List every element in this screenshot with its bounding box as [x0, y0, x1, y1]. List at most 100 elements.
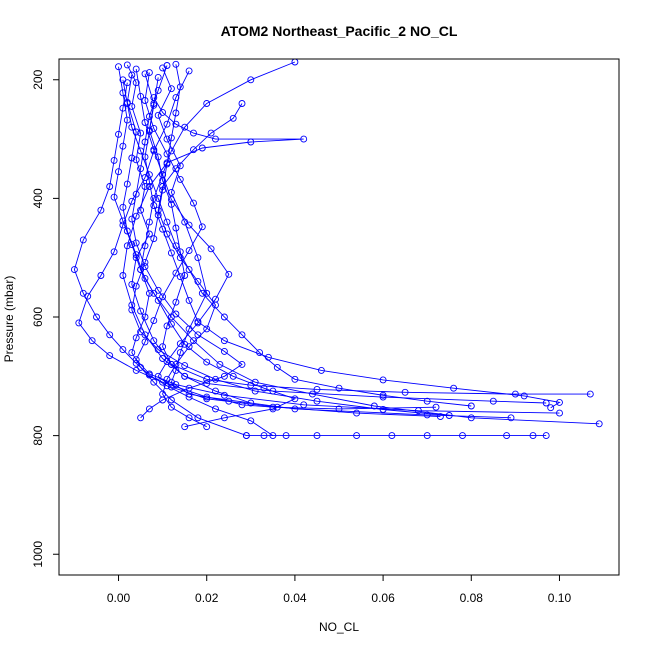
- data-point: [163, 135, 171, 143]
- y-tick-label: 1000: [31, 541, 45, 568]
- data-point: [181, 423, 189, 431]
- data-point: [163, 218, 171, 226]
- data-point: [185, 296, 193, 304]
- data-point: [172, 109, 180, 117]
- data-point: [167, 147, 175, 155]
- data-point: [251, 387, 259, 395]
- data-point: [132, 359, 140, 367]
- data-point: [185, 414, 193, 422]
- data-point: [190, 337, 197, 345]
- data-point: [123, 180, 131, 188]
- data-point: [75, 319, 83, 327]
- data-point: [282, 432, 290, 440]
- data-point: [220, 313, 228, 321]
- series-4: [141, 70, 550, 407]
- data-point: [167, 196, 175, 204]
- data-point: [203, 395, 211, 403]
- data-point: [203, 325, 211, 333]
- data-point: [93, 313, 100, 321]
- data-point: [450, 384, 458, 392]
- data-point: [110, 156, 118, 164]
- data-point: [137, 165, 145, 173]
- plot-frame: [58, 58, 620, 576]
- data-point: [229, 372, 237, 380]
- data-point: [172, 360, 180, 368]
- data-point: [467, 402, 475, 410]
- data-point: [172, 165, 180, 173]
- data-point: [167, 320, 175, 328]
- data-point: [388, 432, 396, 440]
- series-line: [157, 67, 437, 410]
- data-point: [247, 138, 255, 146]
- data-point: [194, 318, 202, 326]
- data-point: [167, 134, 175, 142]
- data-point: [141, 274, 149, 282]
- data-point: [167, 85, 175, 93]
- data-point: [141, 338, 149, 346]
- data-point: [150, 378, 158, 386]
- data-point: [123, 227, 131, 235]
- data-point: [198, 144, 206, 152]
- data-point: [145, 127, 153, 135]
- data-point: [212, 405, 219, 413]
- data-point: [203, 423, 211, 431]
- data-point: [128, 241, 136, 249]
- data-point: [145, 69, 153, 77]
- data-point: [247, 399, 255, 407]
- data-point: [335, 384, 343, 392]
- data-point: [176, 273, 184, 281]
- data-point: [163, 120, 171, 128]
- data-point: [159, 183, 167, 190]
- data-point: [137, 414, 145, 422]
- data-point: [185, 247, 193, 255]
- data-point: [110, 248, 118, 256]
- data-point: [88, 337, 96, 345]
- series-line: [135, 69, 441, 418]
- data-point: [145, 371, 153, 379]
- data-point: [145, 218, 153, 226]
- data-point: [150, 289, 158, 297]
- data-point: [145, 405, 153, 413]
- data-point: [203, 358, 211, 366]
- data-point: [542, 432, 550, 440]
- data-point: [132, 156, 140, 164]
- series-line: [122, 97, 304, 404]
- data-point: [106, 352, 114, 360]
- data-point: [309, 390, 316, 398]
- data-point: [379, 393, 387, 401]
- data-point: [423, 432, 431, 440]
- x-tick-label: 0.06: [371, 591, 395, 605]
- data-point: [556, 409, 563, 417]
- data-point: [141, 331, 149, 339]
- data-point: [154, 73, 162, 81]
- series-line: [126, 64, 591, 395]
- data-point: [313, 397, 321, 405]
- data-point: [150, 235, 158, 243]
- x-axis-label: NO_CL: [319, 620, 359, 634]
- data-point: [141, 313, 149, 321]
- data-point: [291, 59, 299, 66]
- data-point: [172, 120, 180, 128]
- data-point: [172, 381, 180, 389]
- data-point: [123, 100, 131, 107]
- data-point: [503, 432, 511, 440]
- data-point: [181, 362, 189, 370]
- data-point: [353, 432, 361, 440]
- data-point: [132, 334, 140, 342]
- data-point: [247, 417, 255, 425]
- data-point: [401, 388, 409, 396]
- series-layer: [70, 59, 603, 440]
- data-point: [273, 403, 281, 411]
- series-16: [141, 73, 563, 412]
- data-point: [172, 242, 180, 250]
- data-point: [172, 60, 180, 68]
- data-point: [119, 104, 127, 112]
- data-point: [145, 178, 153, 186]
- data-point: [115, 168, 122, 176]
- data-point: [467, 414, 475, 422]
- data-point: [260, 384, 268, 392]
- data-point: [137, 147, 145, 155]
- series-line: [135, 72, 560, 414]
- data-point: [167, 313, 175, 321]
